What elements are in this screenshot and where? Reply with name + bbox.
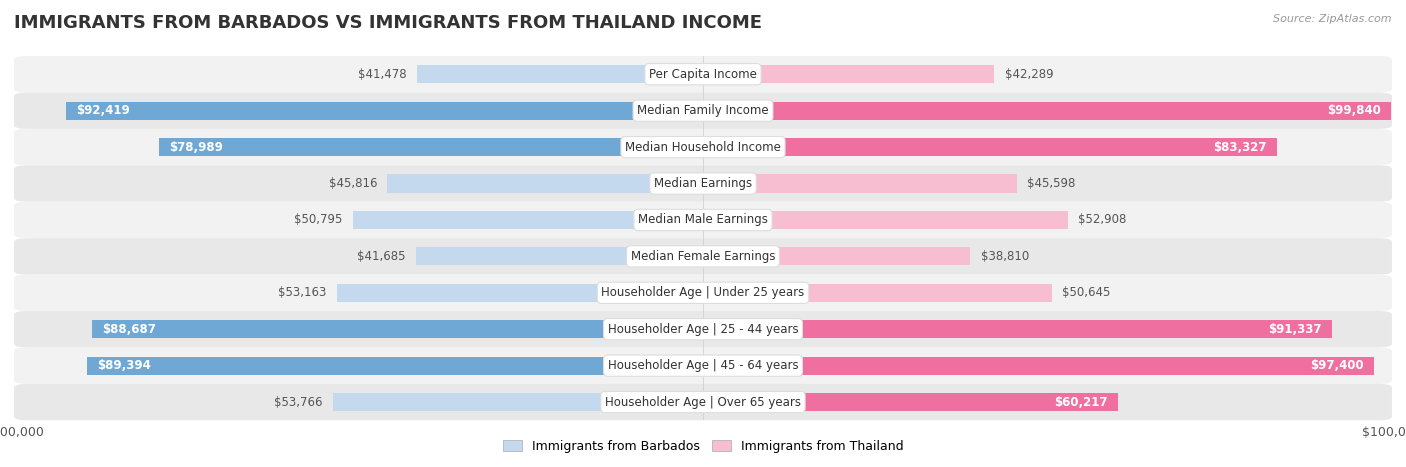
Bar	[418, 65, 703, 83]
FancyBboxPatch shape	[14, 56, 1392, 92]
FancyBboxPatch shape	[14, 202, 1392, 238]
Text: $41,685: $41,685	[357, 250, 405, 263]
Bar	[703, 357, 1374, 375]
Text: $97,400: $97,400	[1310, 359, 1364, 372]
Text: Source: ZipAtlas.com: Source: ZipAtlas.com	[1274, 14, 1392, 24]
Text: $45,816: $45,816	[329, 177, 377, 190]
Text: $50,645: $50,645	[1063, 286, 1111, 299]
Text: Per Capita Income: Per Capita Income	[650, 68, 756, 81]
Text: Householder Age | Under 25 years: Householder Age | Under 25 years	[602, 286, 804, 299]
Bar	[159, 138, 703, 156]
Bar	[703, 320, 1333, 338]
Bar	[337, 283, 703, 302]
Text: Householder Age | Over 65 years: Householder Age | Over 65 years	[605, 396, 801, 409]
FancyBboxPatch shape	[14, 238, 1392, 275]
FancyBboxPatch shape	[14, 384, 1392, 420]
Text: $99,840: $99,840	[1327, 104, 1381, 117]
Legend: Immigrants from Barbados, Immigrants from Thailand: Immigrants from Barbados, Immigrants fro…	[498, 435, 908, 458]
Bar	[703, 138, 1277, 156]
Bar	[66, 101, 703, 120]
Bar	[333, 393, 703, 411]
Bar	[703, 65, 994, 83]
Text: $88,687: $88,687	[103, 323, 156, 336]
Bar	[703, 283, 1052, 302]
FancyBboxPatch shape	[14, 165, 1392, 202]
Text: $91,337: $91,337	[1268, 323, 1322, 336]
FancyBboxPatch shape	[14, 347, 1392, 384]
Bar	[703, 101, 1391, 120]
Bar	[388, 174, 703, 192]
Bar	[703, 248, 970, 265]
Bar	[703, 211, 1067, 229]
Text: Median Male Earnings: Median Male Earnings	[638, 213, 768, 226]
Text: $53,766: $53,766	[274, 396, 322, 409]
Text: $38,810: $38,810	[981, 250, 1029, 263]
FancyBboxPatch shape	[14, 92, 1392, 129]
Bar	[353, 211, 703, 229]
Bar	[416, 248, 703, 265]
Bar	[703, 174, 1017, 192]
Text: $45,598: $45,598	[1028, 177, 1076, 190]
Text: Householder Age | 25 - 44 years: Householder Age | 25 - 44 years	[607, 323, 799, 336]
Text: $89,394: $89,394	[97, 359, 152, 372]
FancyBboxPatch shape	[14, 311, 1392, 347]
Text: $52,908: $52,908	[1078, 213, 1126, 226]
Bar	[87, 357, 703, 375]
Text: $41,478: $41,478	[359, 68, 406, 81]
Text: Median Household Income: Median Household Income	[626, 141, 780, 154]
Text: IMMIGRANTS FROM BARBADOS VS IMMIGRANTS FROM THAILAND INCOME: IMMIGRANTS FROM BARBADOS VS IMMIGRANTS F…	[14, 14, 762, 32]
Text: Householder Age | 45 - 64 years: Householder Age | 45 - 64 years	[607, 359, 799, 372]
Text: $53,163: $53,163	[278, 286, 326, 299]
Text: $83,327: $83,327	[1213, 141, 1267, 154]
Text: $50,795: $50,795	[294, 213, 343, 226]
Text: Median Family Income: Median Family Income	[637, 104, 769, 117]
Text: $42,289: $42,289	[1005, 68, 1053, 81]
Text: $78,989: $78,989	[169, 141, 224, 154]
Bar	[91, 320, 703, 338]
FancyBboxPatch shape	[14, 275, 1392, 311]
Text: Median Earnings: Median Earnings	[654, 177, 752, 190]
FancyBboxPatch shape	[14, 129, 1392, 165]
Text: $92,419: $92,419	[76, 104, 131, 117]
Text: $60,217: $60,217	[1054, 396, 1108, 409]
Text: Median Female Earnings: Median Female Earnings	[631, 250, 775, 263]
Bar	[703, 393, 1118, 411]
